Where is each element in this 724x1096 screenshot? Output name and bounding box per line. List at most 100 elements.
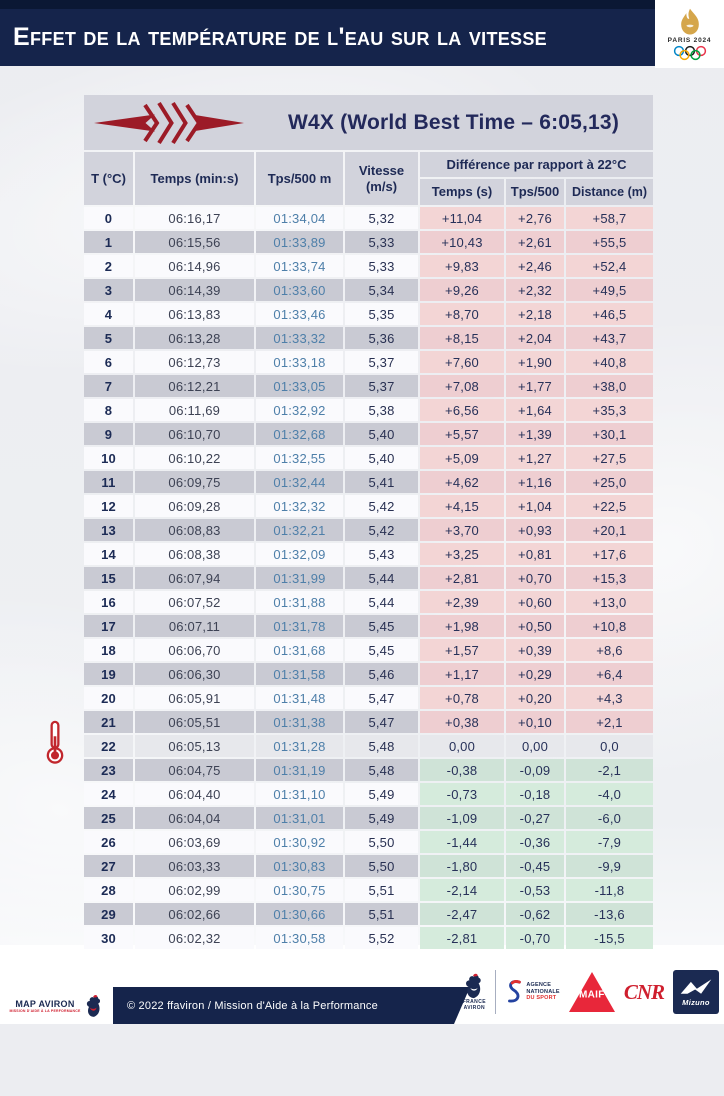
cell-vitesse: 5,37 [345, 375, 418, 397]
cell-temps: 06:09,28 [135, 495, 254, 517]
table-header: T (°C) Temps (min:s) Tps/500 m Vitesse (… [84, 152, 653, 205]
cell-tps500: 01:31,78 [256, 615, 343, 637]
olympic-rings-icon [673, 45, 706, 60]
cell-t: 6 [84, 351, 133, 373]
paris2024-label: PARIS 2024 [667, 36, 712, 44]
cell-temps: 06:12,73 [135, 351, 254, 373]
cell-dtps: +0,29 [506, 663, 564, 685]
cell-vitesse: 5,36 [345, 327, 418, 349]
cell-t: 3 [84, 279, 133, 301]
cell-tps500: 01:34,04 [256, 207, 343, 229]
map-aviron-tagline: MISSION D'AIDE À LA PERFORMANCE [9, 1008, 81, 1013]
cell-temps: 06:03,69 [135, 831, 254, 853]
cell-dt: +7,60 [420, 351, 504, 373]
cell-tps500: 01:32,92 [256, 399, 343, 421]
cell-temps: 06:07,94 [135, 567, 254, 589]
cell-dtps: +0,50 [506, 615, 564, 637]
cell-tps500: 01:32,09 [256, 543, 343, 565]
ans-text: AGENCE NATIONALE DU SPORT [526, 982, 559, 1003]
cell-vitesse: 5,38 [345, 399, 418, 421]
cell-dtps: +2,18 [506, 303, 564, 325]
cell-t: 8 [84, 399, 133, 421]
cell-temps: 06:13,28 [135, 327, 254, 349]
cell-t: 20 [84, 687, 133, 709]
cell-dtps: +0,20 [506, 687, 564, 709]
cell-dtps: -0,53 [506, 879, 564, 901]
cell-dd: +27,5 [566, 447, 653, 469]
cell-tps500: 01:32,55 [256, 447, 343, 469]
cell-temps: 06:04,04 [135, 807, 254, 829]
cell-temps: 06:15,56 [135, 231, 254, 253]
cell-dd: +4,3 [566, 687, 653, 709]
cell-dt: +11,04 [420, 207, 504, 229]
cell-dt: +3,70 [420, 519, 504, 541]
table-row: 20 06:05,91 01:31,48 5,47 +0,78 +0,20 +4,3 [84, 687, 653, 709]
cell-dd: -11,8 [566, 879, 653, 901]
cell-temps: 06:02,32 [135, 927, 254, 949]
cell-dd: +8,6 [566, 639, 653, 661]
cell-tps500: 01:33,60 [256, 279, 343, 301]
cell-vitesse: 5,43 [345, 543, 418, 565]
cell-tps500: 01:31,88 [256, 591, 343, 613]
cell-dd: -7,9 [566, 831, 653, 853]
cell-dt: +2,81 [420, 567, 504, 589]
cell-dtps: 0,00 [506, 735, 564, 757]
cell-temps: 06:14,39 [135, 279, 254, 301]
cell-vitesse: 5,51 [345, 903, 418, 925]
cell-dt: -2,14 [420, 879, 504, 901]
cell-temps: 06:09,75 [135, 471, 254, 493]
cell-dd: -15,5 [566, 927, 653, 949]
paris2024-flame-icon [680, 8, 699, 35]
cell-dtps: +0,81 [506, 543, 564, 565]
cell-vitesse: 5,40 [345, 423, 418, 445]
cell-dd: -2,1 [566, 759, 653, 781]
cell-dd: +35,3 [566, 399, 653, 421]
table-title-row: W4X (World Best Time – 6:05,13) [84, 95, 653, 150]
cell-dtps: -0,62 [506, 903, 564, 925]
cell-dtps: -0,70 [506, 927, 564, 949]
cell-dt: +4,62 [420, 471, 504, 493]
cell-vitesse: 5,32 [345, 207, 418, 229]
cell-dtps: -0,45 [506, 855, 564, 877]
cell-dd: +6,4 [566, 663, 653, 685]
cell-tps500: 01:32,44 [256, 471, 343, 493]
cell-vitesse: 5,48 [345, 735, 418, 757]
ans-line1: AGENCE [526, 981, 552, 988]
speed-arrows-icon [94, 101, 244, 144]
cell-dtps: +0,93 [506, 519, 564, 541]
table-row: 3 06:14,39 01:33,60 5,34 +9,26 +2,32 +49,5 [84, 279, 653, 301]
cell-dd: +15,3 [566, 567, 653, 589]
table-row: 13 06:08,83 01:32,21 5,42 +3,70 +0,93 +20,1 [84, 519, 653, 541]
cell-dtps: +1,77 [506, 375, 564, 397]
cell-vitesse: 5,40 [345, 447, 418, 469]
cell-tps500: 01:31,68 [256, 639, 343, 661]
cell-dd: 0,0 [566, 735, 653, 757]
agence-nationale-sport-logo: AGENCE NATIONALE DU SPORT [505, 978, 560, 1006]
cell-dtps: +0,10 [506, 711, 564, 733]
cell-dt: +4,15 [420, 495, 504, 517]
cell-vitesse: 5,51 [345, 879, 418, 901]
cell-temps: 06:06,30 [135, 663, 254, 685]
cell-dt: +0,38 [420, 711, 504, 733]
france-aviron-label: FRANCE AVIRON [463, 999, 486, 1012]
cell-temps: 06:07,11 [135, 615, 254, 637]
col-header-diff-temps: Temps (s) [420, 179, 504, 205]
table-row: 26 06:03,69 01:30,92 5,50 -1,44 -0,36 -7,9 [84, 831, 653, 853]
cell-t: 27 [84, 855, 133, 877]
table-row: 29 06:02,66 01:30,66 5,51 -2,47 -0,62 -13,6 [84, 903, 653, 925]
table-row: 27 06:03,33 01:30,83 5,50 -1,80 -0,45 -9,9 [84, 855, 653, 877]
cell-tps500: 01:31,38 [256, 711, 343, 733]
cell-tps500: 01:33,18 [256, 351, 343, 373]
cell-vitesse: 5,46 [345, 663, 418, 685]
cell-dd: +40,8 [566, 351, 653, 373]
cell-t: 19 [84, 663, 133, 685]
header-top-strip [0, 0, 655, 9]
cell-t: 12 [84, 495, 133, 517]
cell-dt: +5,09 [420, 447, 504, 469]
cell-vitesse: 5,47 [345, 711, 418, 733]
table-row: 9 06:10,70 01:32,68 5,40 +5,57 +1,39 +30,1 [84, 423, 653, 445]
cell-tps500: 01:31,01 [256, 807, 343, 829]
cell-dd: +38,0 [566, 375, 653, 397]
cell-dd: -4,0 [566, 783, 653, 805]
cell-dt: -0,73 [420, 783, 504, 805]
